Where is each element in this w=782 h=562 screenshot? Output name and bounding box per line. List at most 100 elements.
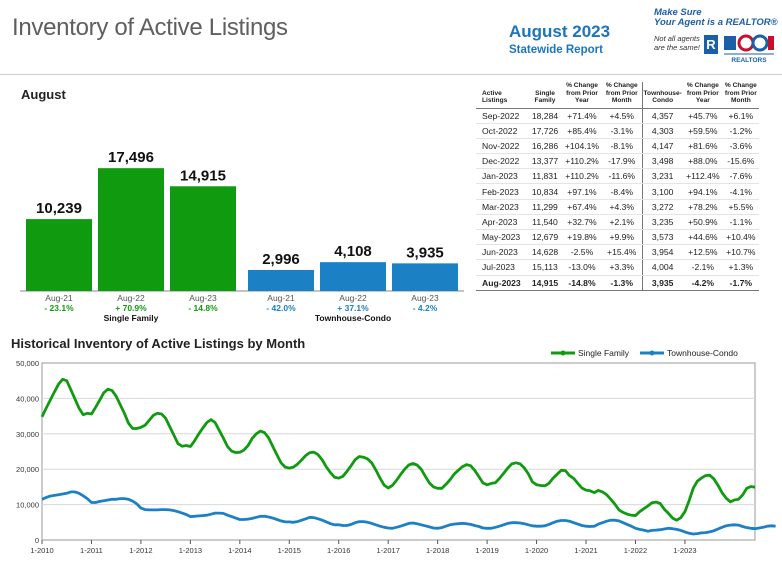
x-tick-label: 1-2016 (327, 546, 350, 555)
table-header-row: Active Listings Single Family% Change from … (476, 82, 759, 109)
table-cell: Jun-2023 (476, 244, 528, 261)
table-cell: +71.4% (562, 108, 602, 124)
logo-block-blue (724, 36, 736, 50)
table-cell: +15.4% (602, 244, 643, 261)
table-cell: Apr-2023 (476, 214, 528, 231)
bar-change-label: + 37.1% (337, 303, 369, 313)
table-cell: 3,235 (642, 214, 683, 231)
table-cell: +50.9% (682, 214, 723, 231)
table-cell: +81.6% (682, 138, 723, 155)
realtor-note-line-2: are the same! (654, 43, 700, 52)
table-cell: Feb-2023 (476, 183, 528, 200)
table-cell: -4.1% (722, 183, 759, 200)
listings-table: Active Listings Single Family% Change from … (476, 82, 759, 291)
table-cell: Aug-2023 (476, 275, 528, 291)
section-title: August (21, 87, 66, 102)
bar-value-label: 4,108 (334, 243, 372, 260)
table-cell: -3.6% (722, 138, 759, 155)
table-cell: -1.3% (602, 275, 643, 291)
bar-category-label: Aug-21 (267, 293, 295, 303)
logo-text: REALTORS (731, 57, 767, 64)
table-cell: 3,573 (642, 229, 683, 246)
table-cell: Jan-2023 (476, 168, 528, 185)
table-cell: 12,679 (528, 229, 562, 246)
table-cell: +5.5% (722, 199, 759, 215)
table-row: Dec-2022 13,377 +110.2% -17.9% 3,498 +88.0% -1… (476, 153, 759, 170)
table-cell: +110.2% (562, 153, 602, 170)
table-row: May-2023 12,679 +19.8% +9.9% 3,573 +44.6% +10.… (476, 229, 759, 246)
table-cell: -14.8% (562, 275, 602, 291)
table-cell: 18,284 (528, 108, 562, 124)
page-title: Inventory of Active Listings (12, 14, 288, 41)
table-cell: 14,628 (528, 244, 562, 261)
table-cell: +4.3% (602, 199, 643, 215)
bar-group-label: Townhouse-Condo (315, 313, 391, 323)
table-cell: 16,286 (528, 138, 562, 155)
plot-frame (41, 362, 756, 541)
table-cell: Dec-2022 (476, 153, 528, 170)
table-cell: -15.6% (722, 153, 759, 170)
table-cell: Oct-2022 (476, 123, 528, 139)
table-cell: 3,498 (642, 153, 683, 170)
table-cell: +45.7% (682, 108, 723, 124)
table-cell: +10.4% (722, 229, 759, 246)
report-subtitle: Statewide Report (509, 44, 603, 56)
bar-change-label: - 42.0% (266, 303, 296, 313)
table-body: Sep-2022 18,284 +71.4% +4.5% 4,357 +45.7% +6.1… (476, 108, 759, 291)
header-divider (0, 74, 782, 75)
x-tick-label: 1-2010 (30, 546, 53, 555)
logo-ring-blue (751, 34, 769, 52)
table-cell: +9.9% (602, 229, 643, 246)
table-cell: +32.7% (562, 214, 602, 231)
table-row: Apr-2023 11,540 +32.7% +2.1% 3,235 +50.9% -1.1… (476, 214, 759, 231)
legend-marker (560, 350, 566, 356)
bar-1-2 (392, 263, 458, 291)
bar-value-label: 2,996 (262, 251, 300, 268)
y-tick-label: 0 (35, 536, 39, 545)
realtor-tagline: Make Sure Your Agent is a REALTOR® (654, 8, 778, 28)
table-cell: -8.4% (602, 183, 643, 200)
bar-value-label: 14,915 (180, 167, 226, 184)
bar-change-label: - 23.1% (44, 303, 74, 313)
table-cell: -1.1% (722, 214, 759, 231)
table-header-cell: % Change from Prior Month (602, 82, 643, 109)
realtor-note-line-1: Not all agents (654, 34, 700, 43)
realtor-note: Not all agents are the same! (654, 34, 700, 52)
bar-category-label: Aug-23 (189, 293, 217, 303)
x-tick-label: 1-2011 (80, 546, 103, 555)
x-tick-label: 1-2022 (624, 546, 647, 555)
table-cell: 11,540 (528, 214, 562, 231)
legend-label: Single Family (578, 348, 630, 358)
bar-value-label: 17,496 (108, 149, 154, 166)
legend-label: Townhouse-Condo (667, 348, 738, 358)
x-tick-label: 1-2014 (228, 546, 251, 555)
bar-0-1 (98, 168, 164, 291)
table-header-cell: % Change from Prior Year (562, 82, 602, 109)
x-tick-label: 1-2017 (377, 546, 400, 555)
table-header-cell: Townhouse- Condo (642, 82, 683, 109)
table-row: Nov-2022 16,286 +104.1% -8.1% 4,147 +81.6% -3.… (476, 138, 759, 155)
table-cell: -8.1% (602, 138, 643, 155)
table-cell: May-2023 (476, 229, 528, 246)
table-header-cell: % Change from Prior Month (722, 82, 759, 109)
logo-block-red (768, 36, 774, 50)
series-line-0 (40, 377, 756, 522)
bar-category-label: Aug-22 (117, 293, 145, 303)
table-cell: 3,100 (642, 183, 683, 200)
table-row: Oct-2022 17,726 +85.4% -3.1% 4,303 +59.5% -1.2… (476, 123, 759, 139)
bar-change-label: + 70.9% (115, 303, 147, 313)
table-cell: 4,147 (642, 138, 683, 155)
bar-category-label: Aug-22 (339, 293, 367, 303)
table-cell: +97.1% (562, 183, 602, 200)
x-tick-label: 1-2021 (574, 546, 597, 555)
bar-change-label: - 14.8% (188, 303, 218, 313)
y-tick-label: 50,000 (16, 359, 39, 368)
realtor-r-icon: R (704, 35, 718, 54)
bar-1-1 (320, 262, 386, 291)
bar-0-2 (170, 186, 236, 291)
table-cell: -2.1% (682, 259, 723, 276)
table-header-cell: % Change from Prior Year (682, 82, 723, 109)
table-cell: Mar-2023 (476, 199, 528, 215)
table-cell: +88.0% (682, 153, 723, 170)
report-month: August 2023 (509, 22, 611, 41)
